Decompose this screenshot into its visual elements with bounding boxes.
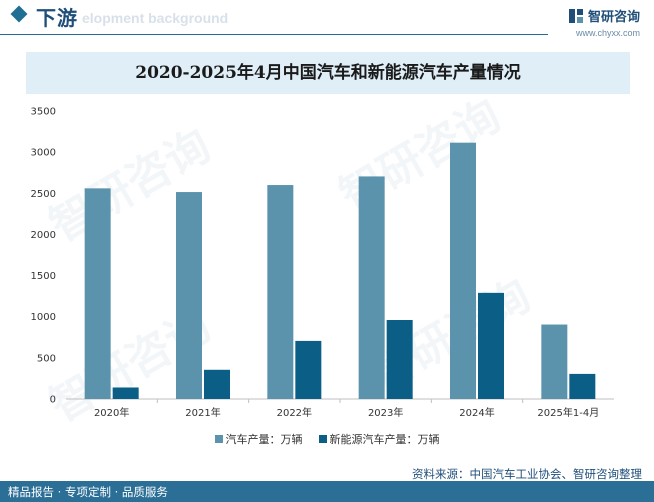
x-tick-label: 2023年 xyxy=(368,406,403,419)
y-tick-label: 3500 xyxy=(31,107,56,118)
chart-title-band: 2020-2025年4月中国汽车和新能源汽车产量情况 xyxy=(26,52,630,94)
bar-vehicle-output xyxy=(450,142,476,399)
chart-legend: 汽车产量：万辆 新能源汽车产量：万辆 xyxy=(0,431,654,447)
brand-block: 智研咨询 www.chyxx.com xyxy=(568,6,640,38)
x-tick-label: 2021年 xyxy=(185,406,220,419)
bar-nev-output xyxy=(295,340,322,399)
x-tick-label: 2022年 xyxy=(277,406,312,419)
y-tick-label: 2000 xyxy=(31,230,56,241)
legend-swatch xyxy=(318,435,327,443)
section-subtitle: elopment background xyxy=(82,10,229,26)
y-tick-label: 1000 xyxy=(31,312,56,323)
bar-vehicle-output xyxy=(267,185,294,399)
y-tick-label: 500 xyxy=(37,353,56,364)
y-tick-label: 0 xyxy=(50,395,56,406)
footer-band xyxy=(0,481,654,502)
x-tick-label: 2025年1-4月 xyxy=(537,406,599,419)
x-tick-label: 2020年 xyxy=(94,406,129,419)
footer-tagline: 精品报告 · 专项定制 · 品质服务 xyxy=(8,485,168,499)
legend-item: 汽车产量：万辆 xyxy=(214,431,303,447)
legend-label: 新能源汽车产量：万辆 xyxy=(329,433,440,446)
brand-logo-icon xyxy=(568,8,583,23)
y-tick-label: 2500 xyxy=(31,189,56,200)
bar-vehicle-output xyxy=(541,324,568,399)
bar-nev-output xyxy=(478,292,504,399)
bar-nev-output xyxy=(204,369,230,399)
y-tick-label: 3000 xyxy=(31,148,56,159)
brand-name: 智研咨询 xyxy=(587,10,640,25)
header-divider xyxy=(0,34,548,35)
legend-item: 新能源汽车产量：万辆 xyxy=(318,431,440,447)
section-title: 下游 xyxy=(36,6,78,30)
brand-url: www.chyxx.com xyxy=(575,28,640,38)
bar-nev-output xyxy=(112,387,139,399)
page-footer: 资料来源：中国汽车工业协会、智研咨询整理 精品报告 · 专项定制 · 品质服务 xyxy=(0,464,654,502)
bar-vehicle-output xyxy=(84,188,111,399)
bar-vehicle-output xyxy=(176,192,202,399)
chart-title: 2020-2025年4月中国汽车和新能源汽车产量情况 xyxy=(135,63,521,83)
x-tick-label: 2024年 xyxy=(459,406,494,419)
bar-vehicle-output xyxy=(358,176,385,399)
y-tick-label: 1500 xyxy=(31,271,56,282)
bar-nev-output xyxy=(386,320,413,399)
legend-label: 汽车产量：万辆 xyxy=(225,433,303,446)
bar-nev-output xyxy=(569,373,596,399)
data-source: 资料来源：中国汽车工业协会、智研咨询整理 xyxy=(412,467,642,481)
legend-swatch xyxy=(214,435,223,443)
page-header: 下游 elopment background 智研咨询 www.chyxx.co… xyxy=(0,0,654,38)
